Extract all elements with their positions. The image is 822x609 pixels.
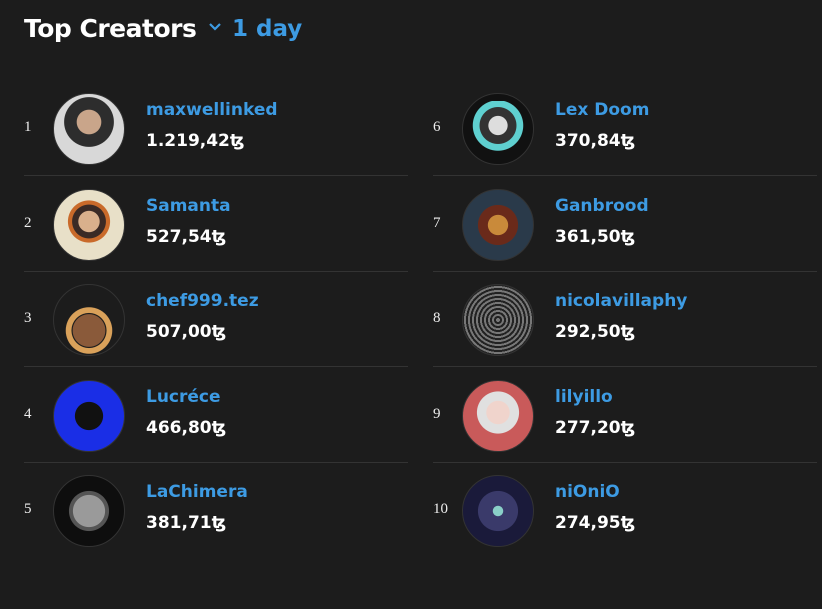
- amount: 361,50ꜩ: [555, 226, 636, 247]
- separator: [24, 461, 408, 463]
- rank: 5: [24, 501, 32, 517]
- separator: [433, 175, 817, 176]
- separator: [433, 270, 817, 272]
- separator: [24, 175, 408, 176]
- avatar[interactable]: [462, 188, 534, 261]
- rank: 1: [24, 119, 32, 135]
- creator-name[interactable]: niOniO: [555, 482, 620, 502]
- avatar[interactable]: [462, 284, 534, 356]
- amount: 466,80ꜩ: [146, 417, 227, 438]
- period-selector[interactable]: 1 day: [232, 16, 303, 42]
- amount: 507,00ꜩ: [146, 322, 227, 342]
- avatar[interactable]: [462, 93, 534, 165]
- separator: [433, 461, 817, 463]
- creator-name[interactable]: maxwellinked: [146, 100, 278, 120]
- rank: 10: [433, 501, 448, 517]
- amount: 1.219,42ꜩ: [146, 131, 245, 151]
- avatar[interactable]: [462, 379, 534, 452]
- amount: 381,71ꜩ: [146, 513, 227, 533]
- rank: 3: [24, 310, 32, 326]
- avatar[interactable]: [53, 475, 125, 547]
- separator: [24, 366, 408, 367]
- amount: 274,95ꜩ: [555, 513, 636, 533]
- avatar[interactable]: [53, 93, 125, 165]
- avatar[interactable]: [462, 475, 534, 547]
- amount: 527,54ꜩ: [146, 226, 227, 247]
- title: Top Creators: [24, 14, 197, 43]
- avatar[interactable]: [53, 379, 125, 452]
- creator-name[interactable]: chef999.tez: [146, 291, 259, 311]
- amount: 292,50ꜩ: [555, 322, 636, 342]
- creator-name[interactable]: Samanta: [146, 195, 231, 216]
- separator: [24, 270, 408, 272]
- creator-name[interactable]: Lucréce: [146, 386, 221, 407]
- amount: 277,20ꜩ: [555, 417, 636, 438]
- rank: 4: [24, 405, 32, 422]
- rank: 2: [24, 214, 32, 231]
- rank: 8: [433, 310, 441, 326]
- creator-name[interactable]: nicolavillaphy: [555, 291, 688, 311]
- rank: 9: [433, 405, 441, 422]
- avatar[interactable]: [53, 284, 125, 356]
- amount: 370,84ꜩ: [555, 131, 636, 151]
- avatar[interactable]: [53, 188, 125, 261]
- creator-name[interactable]: Ganbrood: [555, 195, 649, 216]
- rank: 7: [433, 214, 441, 231]
- creator-name[interactable]: LaChimera: [146, 482, 248, 502]
- separator: [433, 366, 817, 367]
- rank: 6: [433, 119, 441, 135]
- creator-name[interactable]: lilyillo: [555, 386, 613, 407]
- chevron-icon[interactable]: [208, 22, 222, 32]
- creator-name[interactable]: Lex Doom: [555, 100, 650, 120]
